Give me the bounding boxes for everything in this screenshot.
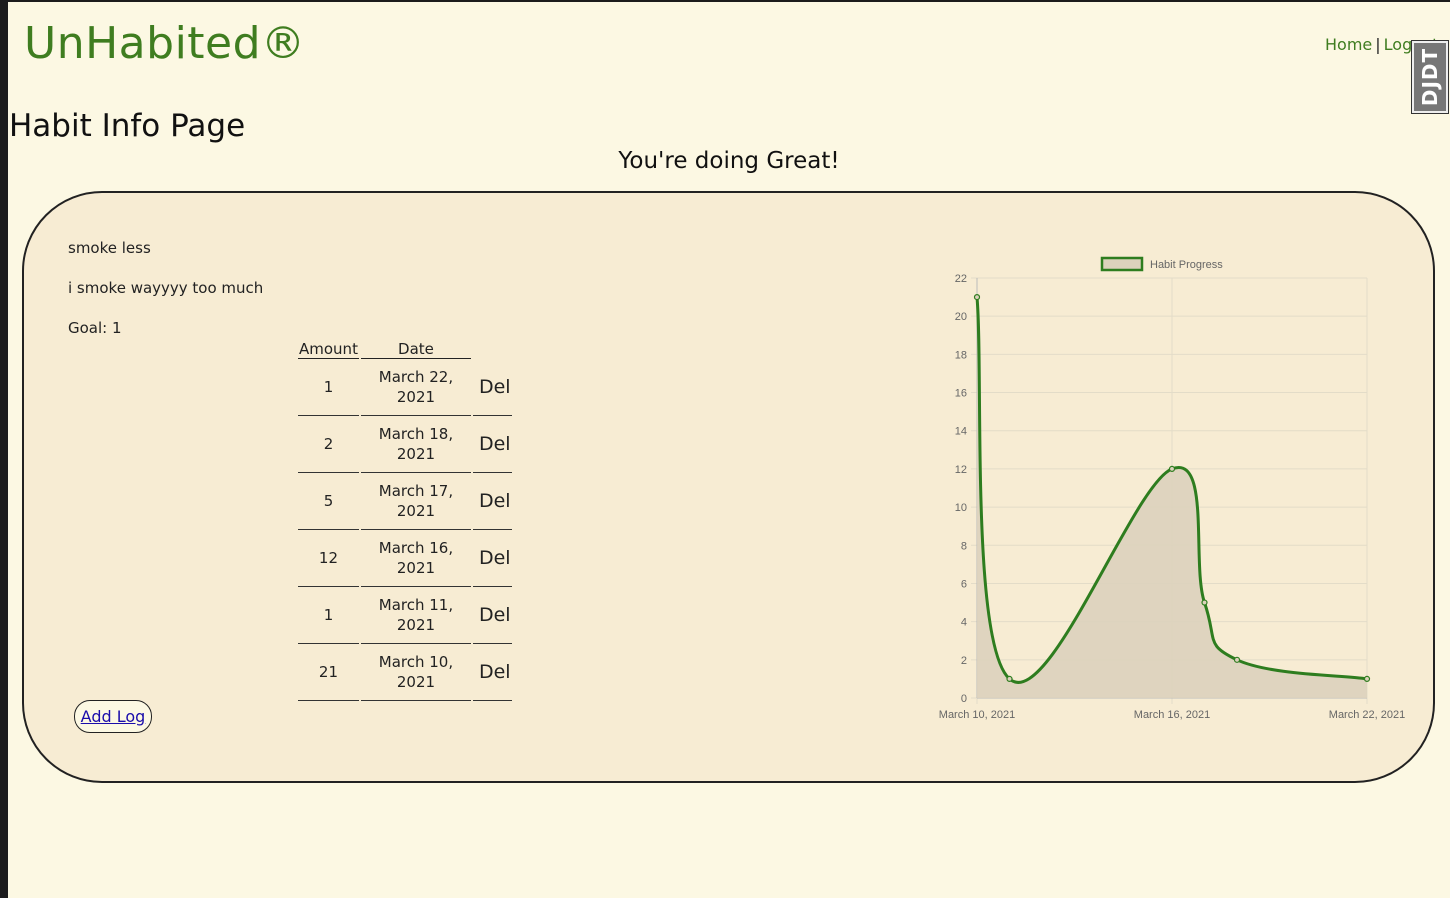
- y-tick-label: 4: [961, 617, 967, 629]
- y-tick-label: 10: [955, 502, 967, 514]
- page-title: Habit Info Page: [9, 108, 246, 144]
- column-header-date: Date: [360, 338, 471, 359]
- log-date: March 10, 2021: [360, 644, 471, 701]
- log-date-line1: March 17,: [378, 482, 454, 500]
- log-date-line1: March 11,: [378, 596, 454, 614]
- data-point: [1233, 656, 1241, 663]
- log-date: March 16, 2021: [360, 530, 471, 587]
- data-point: [1201, 599, 1208, 606]
- y-tick-label: 8: [961, 540, 967, 552]
- delete-log-link[interactable]: Del: [472, 530, 512, 587]
- y-tick-label: 0: [961, 693, 967, 705]
- log-date-line2: 2021: [396, 388, 436, 406]
- y-tick-label: 18: [955, 349, 967, 361]
- window-frame-top: [0, 0, 1450, 2]
- legend-label: Habit Progress: [1150, 259, 1223, 271]
- brand-logo[interactable]: UnHabited®: [24, 18, 306, 69]
- data-point: [973, 293, 981, 301]
- log-amount: 5: [298, 473, 359, 530]
- habit-progress-chart: 0 2 4 6 8 10 12 14 16 18 20 22 March 10, 2021 March 1…: [939, 256, 1405, 721]
- debug-toolbar-label: DJDT: [1418, 47, 1443, 107]
- log-date-line1: March 22,: [378, 368, 454, 386]
- delete-log-link[interactable]: Del: [472, 359, 512, 416]
- delete-log-link[interactable]: Del: [472, 473, 512, 530]
- delete-log-link[interactable]: Del: [472, 644, 512, 701]
- habit-description: i smoke wayyyy too much: [68, 279, 264, 297]
- y-tick-label: 20: [955, 311, 967, 323]
- log-date-line2: 2021: [396, 502, 436, 520]
- table-row: 5 March 17, 2021 Del: [298, 473, 512, 530]
- log-date-line2: 2021: [396, 616, 436, 634]
- encouragement-message: You're doing Great!: [618, 148, 840, 174]
- x-tick-label: March 22, 2021: [1329, 709, 1405, 721]
- log-amount: 2: [298, 416, 359, 473]
- data-point: [1363, 675, 1371, 683]
- log-amount: 21: [298, 644, 359, 701]
- nav-home-link[interactable]: Home: [1325, 35, 1373, 54]
- nav-separator: |: [1375, 35, 1381, 54]
- column-header-empty: [473, 338, 512, 359]
- table-row: 21 March 10, 2021 Del: [298, 644, 512, 701]
- log-date-line2: 2021: [396, 445, 436, 463]
- log-date-line1: March 16,: [378, 539, 454, 557]
- y-tick-label: 22: [955, 273, 967, 285]
- data-point: [1006, 675, 1013, 683]
- y-tick-label: 16: [955, 388, 967, 400]
- debug-toolbar-handle[interactable]: DJDT: [1411, 40, 1449, 114]
- log-date: March 17, 2021: [360, 473, 471, 530]
- column-header-amount: Amount: [298, 340, 359, 359]
- x-tick-label: March 16, 2021: [1134, 709, 1210, 721]
- table-row: 2 March 18, 2021 Del: [298, 416, 512, 473]
- log-date: March 11, 2021: [360, 587, 471, 644]
- legend-swatch: [1100, 256, 1144, 272]
- log-amount: 1: [298, 587, 359, 644]
- log-amount: 1: [298, 359, 359, 416]
- table-row: 1 March 22, 2021 Del: [298, 359, 512, 416]
- y-tick-label: 14: [955, 426, 967, 438]
- data-point: [1168, 465, 1176, 473]
- table-row: 1 March 11, 2021 Del: [298, 587, 512, 644]
- add-log-button[interactable]: Add Log: [74, 700, 152, 733]
- log-date: March 18, 2021: [360, 416, 471, 473]
- y-tick-label: 6: [961, 578, 967, 590]
- log-date-line1: March 10,: [378, 653, 454, 671]
- series-area-fill: [977, 297, 1367, 698]
- add-log-link[interactable]: Add Log: [80, 707, 146, 726]
- log-date-line2: 2021: [396, 673, 436, 691]
- table-row: 12 March 16, 2021 Del: [298, 530, 512, 587]
- delete-log-link[interactable]: Del: [472, 416, 512, 473]
- y-tick-label: 2: [961, 655, 967, 667]
- window-frame-left: [0, 0, 8, 898]
- logs-table-header: Amount Date: [298, 338, 512, 359]
- habit-card: smoke less i smoke wayyyy too much Goal:…: [22, 191, 1435, 783]
- delete-log-link[interactable]: Del: [472, 587, 512, 644]
- habit-name: smoke less: [68, 239, 151, 257]
- log-date: March 22, 2021: [360, 359, 471, 416]
- x-tick-label: March 10, 2021: [939, 709, 1015, 721]
- log-amount: 12: [298, 530, 359, 587]
- log-date-line2: 2021: [396, 559, 436, 577]
- y-tick-label: 12: [955, 464, 967, 476]
- logs-table: Amount Date 1 March 22, 2021 Del 2 March …: [296, 338, 514, 701]
- log-date-line1: March 18,: [378, 425, 454, 443]
- habit-goal: Goal: 1: [68, 319, 122, 337]
